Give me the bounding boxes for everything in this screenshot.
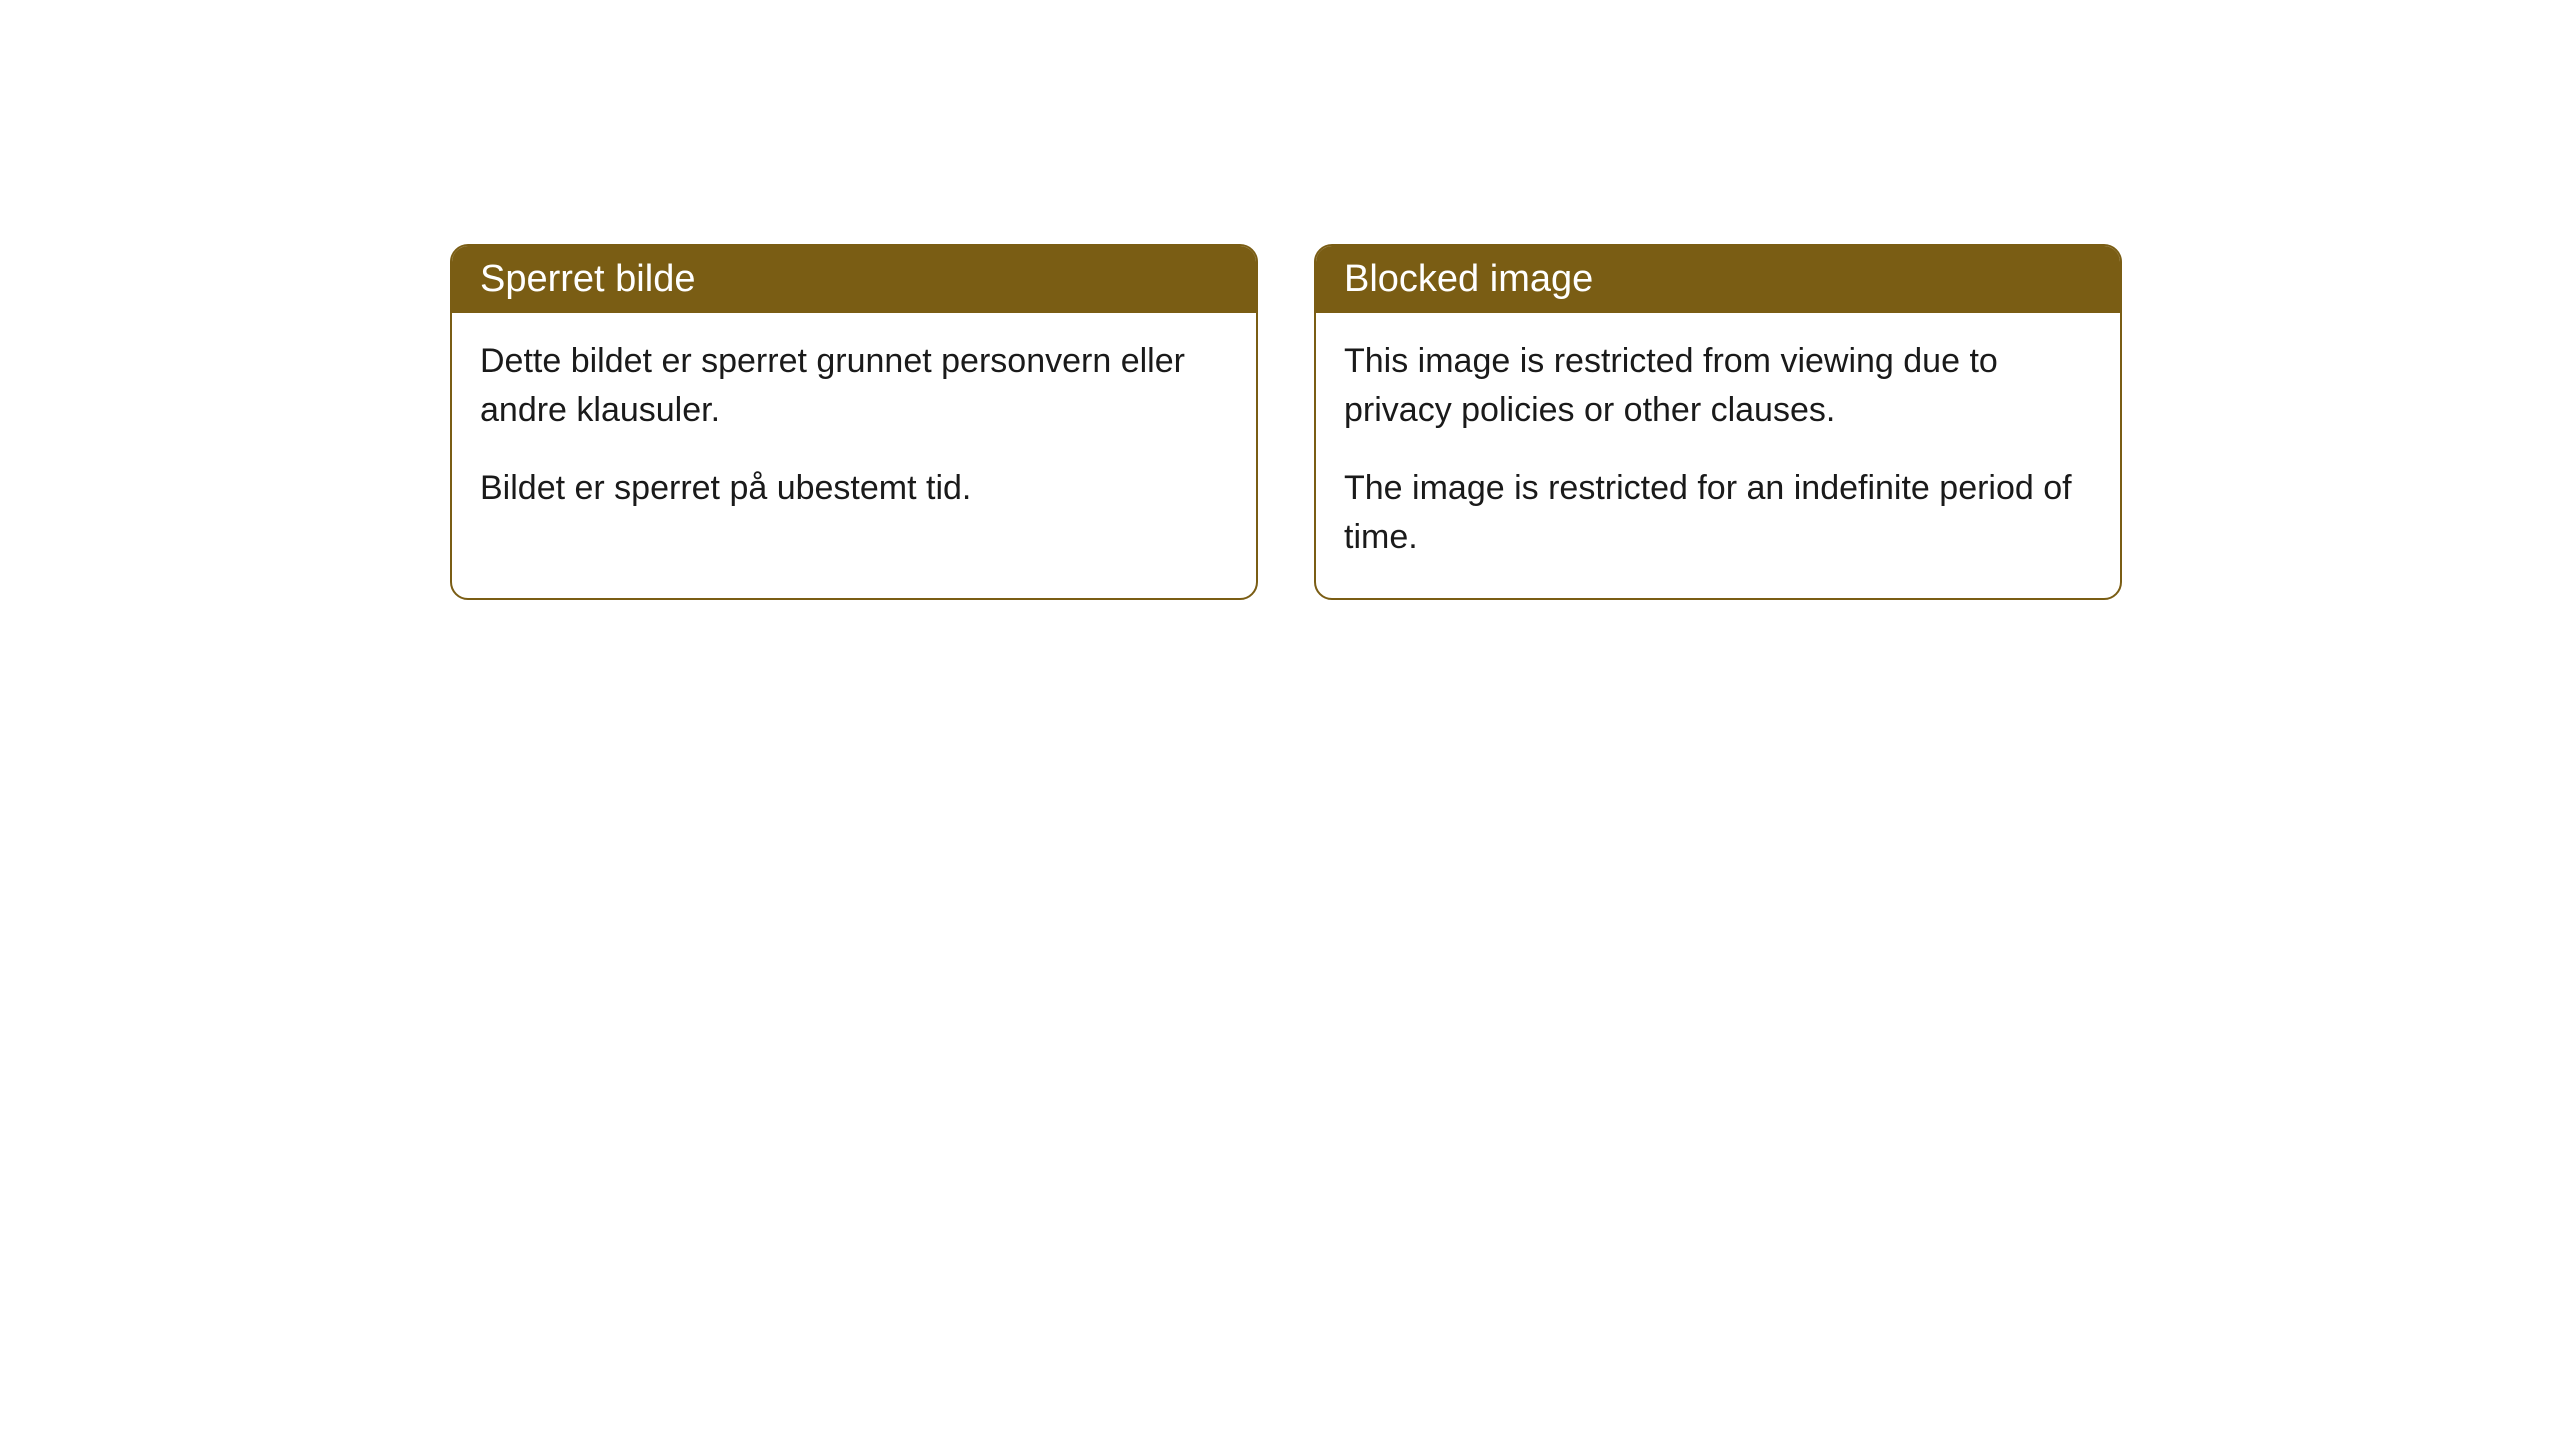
notice-card-english: Blocked image This image is restricted f… — [1314, 244, 2122, 600]
card-title: Sperret bilde — [480, 258, 695, 300]
card-title: Blocked image — [1344, 258, 1593, 300]
notice-cards-container: Sperret bilde Dette bildet er sperret gr… — [450, 244, 2122, 600]
card-paragraph: Dette bildet er sperret grunnet personve… — [480, 337, 1228, 436]
card-body: This image is restricted from viewing du… — [1316, 313, 2120, 598]
card-paragraph: This image is restricted from viewing du… — [1344, 337, 2092, 436]
card-header: Blocked image — [1316, 246, 2120, 313]
card-header: Sperret bilde — [452, 246, 1256, 313]
notice-card-norwegian: Sperret bilde Dette bildet er sperret gr… — [450, 244, 1258, 600]
card-body: Dette bildet er sperret grunnet personve… — [452, 313, 1256, 549]
card-paragraph: Bildet er sperret på ubestemt tid. — [480, 464, 1228, 513]
card-paragraph: The image is restricted for an indefinit… — [1344, 464, 2092, 563]
